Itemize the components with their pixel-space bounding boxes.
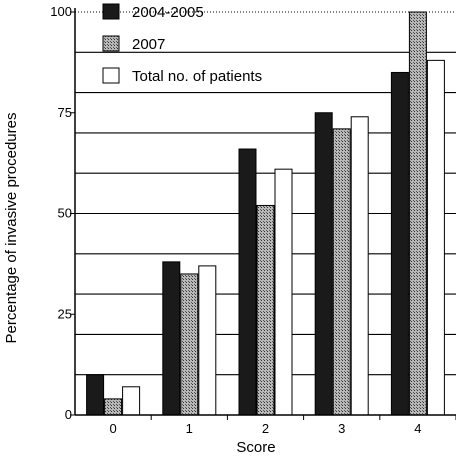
y-tick-label-25: 25 bbox=[58, 306, 72, 321]
bar-2004-2005-4 bbox=[390, 71, 409, 416]
y-tick-label-0: 0 bbox=[65, 407, 72, 422]
y-tick-label-100: 100 bbox=[50, 4, 72, 19]
x-tick-label-2: 2 bbox=[262, 421, 269, 436]
x-tick-label-0: 0 bbox=[109, 421, 116, 436]
x-tick-label-1: 1 bbox=[186, 421, 193, 436]
legend-label-total: Total no. of patients bbox=[132, 68, 262, 85]
bar-total-no-of-patients-2 bbox=[274, 168, 293, 416]
x-tick-label-3: 3 bbox=[338, 421, 345, 436]
bar-total-no-of-patients-3 bbox=[350, 116, 369, 416]
axes bbox=[70, 8, 456, 420]
y-tick-label-75: 75 bbox=[58, 105, 72, 120]
legend-label-2007: 2007 bbox=[132, 36, 165, 53]
bar-total-no-of-patients-1 bbox=[198, 265, 217, 416]
legend-swatch-total bbox=[102, 67, 120, 84]
x-axis-title: Score bbox=[236, 439, 275, 456]
bar-2007-2 bbox=[256, 204, 275, 416]
bar-2007-4 bbox=[408, 11, 427, 416]
tick-labels: 0 25 50 75 100 0 1 2 3 4 bbox=[50, 4, 421, 436]
bar-2007-1 bbox=[180, 273, 199, 416]
legend-label-2004-2005: 2004-2005 bbox=[132, 4, 204, 21]
legend-swatch-2004-2005 bbox=[102, 3, 120, 20]
bar-2004-2005-1 bbox=[162, 261, 181, 416]
bar-2004-2005-3 bbox=[314, 112, 333, 416]
bar-2007-3 bbox=[332, 128, 351, 416]
legend-swatch-2007 bbox=[102, 35, 120, 52]
y-tick-label-50: 50 bbox=[58, 206, 72, 221]
bar-2007-0 bbox=[104, 398, 123, 416]
bar-2004-2005-2 bbox=[238, 148, 257, 416]
bar-total-no-of-patients-4 bbox=[426, 59, 445, 416]
bars bbox=[86, 11, 445, 416]
legend: 2004-2005 2007 Total no. of patients bbox=[102, 3, 262, 85]
y-axis-title: Percentage of invasive procedures bbox=[3, 113, 20, 344]
bar-2004-2005-0 bbox=[86, 374, 105, 416]
x-tick-label-4: 4 bbox=[414, 421, 421, 436]
bar-total-no-of-patients-0 bbox=[122, 386, 141, 416]
